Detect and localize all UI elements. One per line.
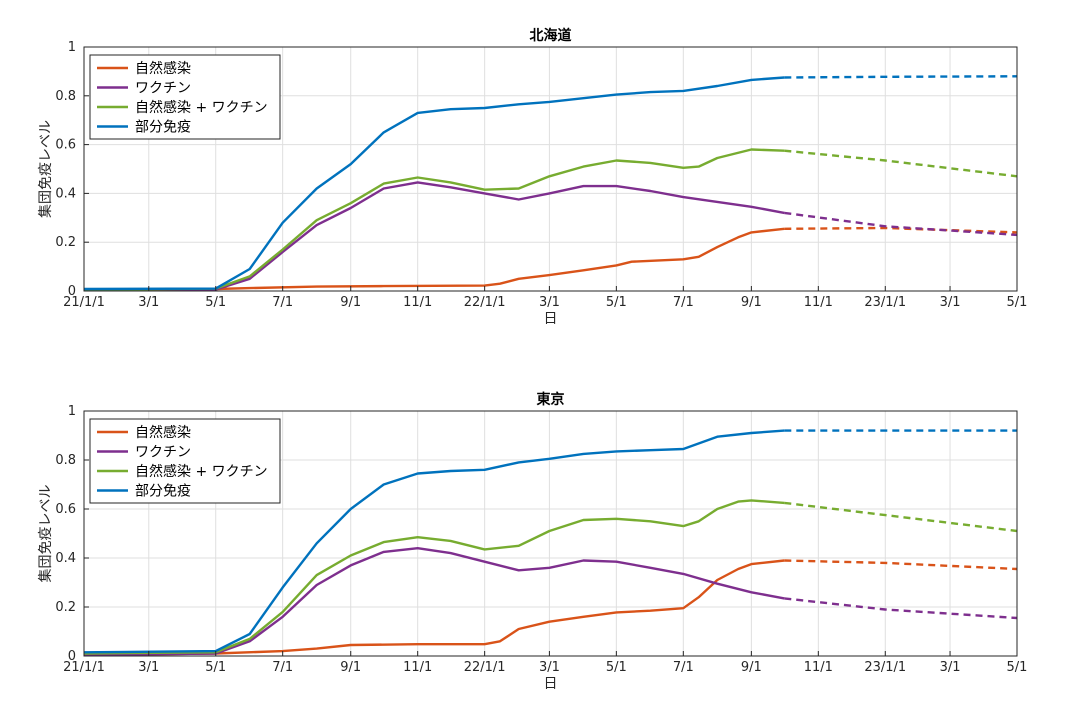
x-tick-label: 22/1/1 [464, 660, 506, 675]
legend-entry: 部分免疫 [135, 120, 191, 136]
series-line-vaccine-forecast [784, 597, 1018, 620]
y-tick-label: 0 [68, 284, 76, 299]
series-line-combined-forecast [784, 501, 1018, 533]
x-tick-label: 3/1 [940, 295, 961, 310]
x-tick-label: 22/1/1 [464, 295, 506, 310]
x-tick-label: 9/1 [340, 660, 361, 675]
y-axis-label: 集団免疫レベル [37, 485, 54, 583]
x-tick-label: 23/1/1 [864, 295, 906, 310]
y-tick-label: 0.2 [55, 235, 76, 250]
y-tick-label: 0 [68, 649, 76, 664]
x-axis-label: 日 [544, 311, 558, 327]
x-tick-label: 9/1 [741, 660, 762, 675]
y-tick-label: 1 [68, 40, 76, 55]
y-tick-label: 0.2 [55, 600, 76, 615]
x-tick-label: 5/1 [1007, 660, 1028, 675]
x-tick-label: 5/1 [606, 295, 627, 310]
y-tick-label: 0.4 [55, 551, 76, 566]
series-line-natural-forecast [784, 559, 1018, 571]
x-tick-label: 11/1 [403, 295, 432, 310]
series-line-vaccine [83, 181, 785, 291]
y-tick-label: 1 [68, 404, 76, 419]
x-tick-label: 7/1 [673, 660, 694, 675]
y-tick-label: 0.6 [55, 138, 76, 153]
x-tick-label: 3/1 [539, 295, 560, 310]
series-line-natural-forecast [784, 226, 1018, 234]
series-line-vaccine-forecast [784, 211, 1018, 237]
axes-box [83, 46, 1018, 292]
series-line-partial-forecast [784, 75, 1018, 79]
series-line-combined [83, 148, 785, 291]
x-tick-label: 9/1 [340, 295, 361, 310]
series-line-partial [83, 429, 785, 654]
chart-title: 北海道 [530, 27, 572, 44]
series-line-natural [83, 227, 785, 291]
x-tick-label: 11/1 [804, 295, 833, 310]
y-tick-label: 0.8 [55, 89, 76, 104]
legend-entry: ワクチン [135, 445, 191, 461]
y-tick-label: 0.6 [55, 502, 76, 517]
y-tick-label: 0.8 [55, 453, 76, 468]
x-tick-label: 5/1 [205, 295, 226, 310]
series-line-natural [83, 559, 785, 656]
legend-entry: 部分免疫 [135, 484, 191, 500]
x-tick-label: 5/1 [205, 660, 226, 675]
series-line-combined-forecast [784, 149, 1018, 178]
x-tick-label: 5/1 [1007, 295, 1028, 310]
x-tick-label: 7/1 [673, 295, 694, 310]
legend-entry: 自然感染 + ワクチン [135, 99, 268, 116]
y-axis-label: 集団免疫レベル [37, 120, 54, 218]
x-tick-label: 3/1 [539, 660, 560, 675]
x-tick-label: 11/1 [403, 660, 432, 675]
legend-entry: 自然感染 [135, 424, 191, 441]
x-tick-label: 3/1 [138, 660, 159, 675]
legend-entry: 自然感染 + ワクチン [135, 463, 268, 480]
x-tick-label: 7/1 [272, 660, 293, 675]
legend-entry: ワクチン [135, 81, 191, 97]
x-tick-label: 9/1 [741, 295, 762, 310]
x-tick-label: 3/1 [138, 295, 159, 310]
chart-title: 東京 [537, 391, 565, 408]
series-line-vaccine [83, 547, 785, 656]
chart-tokyo: 21/1/1 3/1 5/1 7/1 9/1 11/1 22/1/1 3/1 5/1 7/1 9/1… [37, 391, 1027, 692]
series-line-partial [83, 76, 785, 291]
x-axis-label: 日 [544, 676, 558, 692]
x-tick-label: 21/1/1 [63, 295, 105, 310]
legend-entry: 自然感染 [135, 60, 191, 77]
axes-box [83, 410, 1018, 657]
series-line-combined [83, 499, 785, 655]
y-tick-label: 0.4 [55, 186, 76, 201]
x-tick-label: 7/1 [272, 295, 293, 310]
x-tick-label: 3/1 [940, 660, 961, 675]
x-tick-label: 21/1/1 [63, 660, 105, 675]
x-tick-label: 23/1/1 [864, 660, 906, 675]
chart-hokkaido: 21/1/1 3/1 5/1 7/1 9/1 11/1 22/1/1 3/1 5/1 7/1 9/1… [37, 27, 1027, 327]
x-tick-label: 11/1 [804, 660, 833, 675]
x-tick-label: 5/1 [606, 660, 627, 675]
